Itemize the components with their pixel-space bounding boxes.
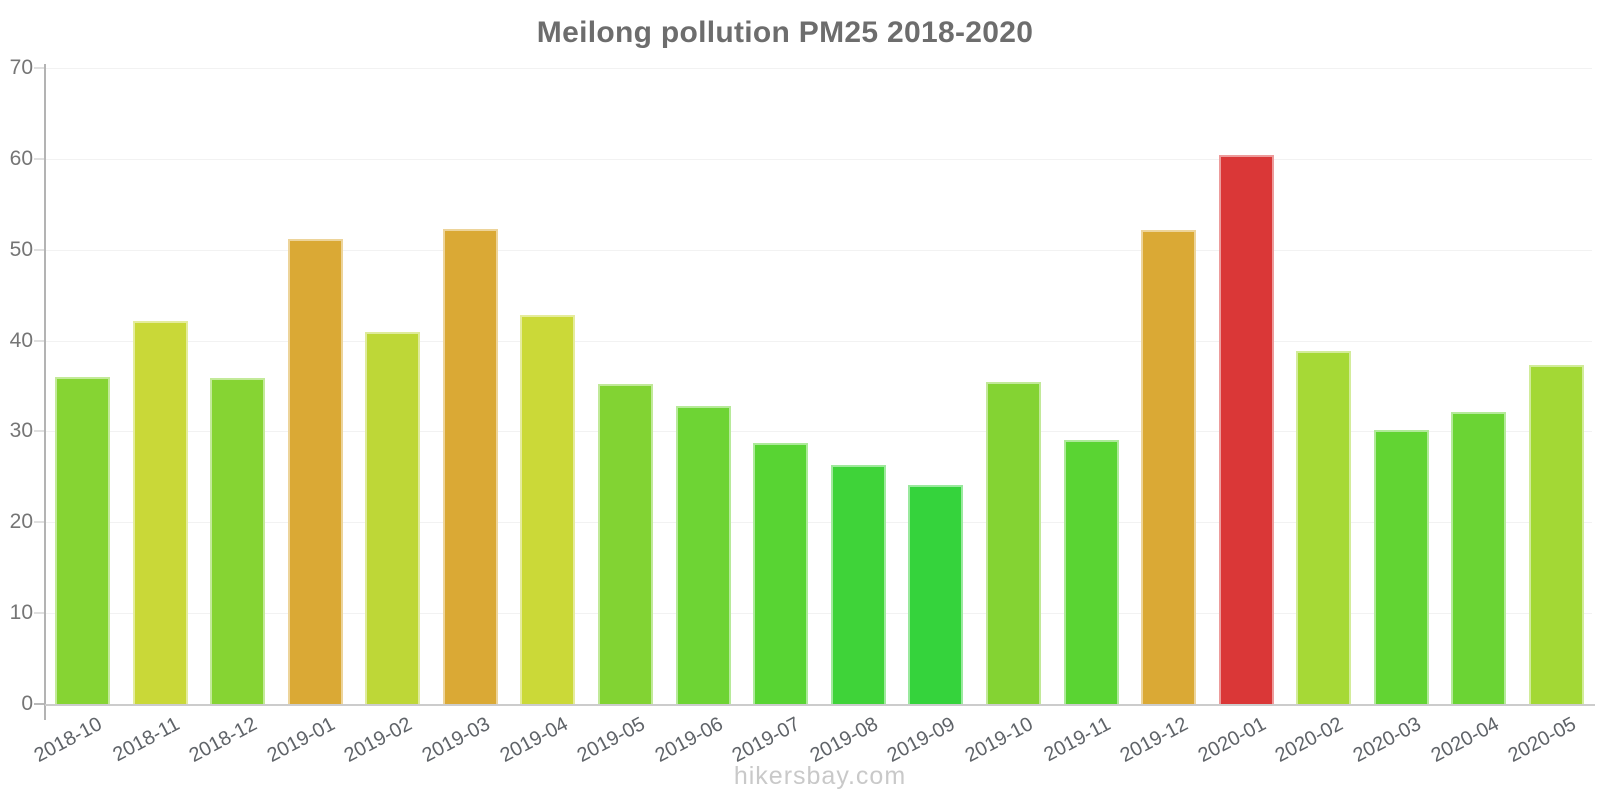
- bar-2019-05[interactable]: [598, 384, 654, 704]
- y-tick-60: [34, 157, 44, 160]
- x-tick-label-2019-03: 2019-03: [418, 713, 494, 767]
- y-tick-70: [34, 67, 44, 69]
- y-tick-0: [34, 703, 44, 705]
- gridline-10: [46, 613, 1592, 615]
- bar-2019-02[interactable]: [365, 331, 421, 704]
- y-tick-label-70: 70: [9, 56, 33, 79]
- gridline-60: [46, 158, 1592, 160]
- gridline-20: [46, 522, 1592, 524]
- y-tick-label-60: 60: [9, 146, 33, 170]
- bar-2018-11[interactable]: [132, 320, 188, 704]
- bar-2019-03[interactable]: [442, 228, 498, 704]
- y-tick-20: [34, 521, 44, 524]
- x-tick-label-2019-11: 2019-11: [1040, 713, 1115, 767]
- bar-2019-07[interactable]: [753, 443, 809, 704]
- y-tick-30: [34, 430, 44, 433]
- x-tick-label-2018-10: 2018-10: [30, 713, 106, 767]
- x-tick-label-2018-12: 2018-12: [185, 713, 262, 767]
- bar-2018-12[interactable]: [210, 377, 266, 704]
- x-tick-label-2019-08: 2019-08: [806, 713, 882, 767]
- gridline-40: [46, 340, 1592, 342]
- bar-2018-10[interactable]: [55, 376, 110, 704]
- y-tick-50: [34, 248, 44, 251]
- gridline-70: [46, 68, 1592, 69]
- x-tick-label-2019-12: 2019-12: [1116, 713, 1192, 767]
- bar-2019-11[interactable]: [1063, 439, 1119, 704]
- y-tick-10: [34, 612, 44, 615]
- x-tick-label-2019-10: 2019-10: [961, 713, 1037, 767]
- y-tick-label-0: 0: [21, 692, 33, 715]
- x-tick-label-2020-02: 2020-02: [1271, 713, 1348, 767]
- x-tick-label-2020-03: 2020-03: [1349, 713, 1425, 767]
- x-tick-label-2020-04: 2020-04: [1427, 713, 1503, 767]
- chart-title: Meilong pollution PM25 2018-2020: [536, 16, 1034, 49]
- y-tick-label-10: 10: [9, 601, 33, 625]
- gridline-30: [46, 431, 1592, 433]
- x-tick-label-2018-11: 2018-11: [109, 713, 184, 767]
- x-tick-label-2020-01: 2020-01: [1194, 713, 1270, 767]
- bar-2019-08[interactable]: [830, 465, 886, 704]
- y-tick-label-50: 50: [9, 237, 33, 261]
- bars: [55, 68, 1584, 704]
- bar-2020-02[interactable]: [1296, 351, 1352, 704]
- y-tick-label-40: 40: [9, 328, 33, 352]
- y-axis-line: [44, 64, 46, 720]
- bar-2020-01[interactable]: [1218, 155, 1274, 704]
- bar-2019-06[interactable]: [675, 406, 731, 704]
- y-tick-40: [34, 339, 44, 342]
- x-tick-label-2019-06: 2019-06: [651, 713, 727, 767]
- bar-2019-09[interactable]: [908, 485, 964, 704]
- y-tick-label-30: 30: [9, 419, 33, 443]
- x-tick-label-2020-05: 2020-05: [1504, 713, 1580, 767]
- bar-2020-04[interactable]: [1451, 412, 1507, 704]
- x-axis-baseline: [45, 704, 1595, 706]
- x-tick-label-2019-09: 2019-09: [884, 713, 960, 767]
- y-tick-label-20: 20: [9, 510, 33, 534]
- bar-2020-05[interactable]: [1528, 365, 1584, 704]
- bar-2019-04[interactable]: [520, 315, 576, 704]
- gridline-50: [46, 249, 1592, 251]
- x-tick-label-2019-05: 2019-05: [573, 713, 649, 767]
- bar-2019-10[interactable]: [985, 382, 1041, 704]
- bar-2019-12[interactable]: [1141, 229, 1197, 704]
- x-tick-label-2019-04: 2019-04: [496, 713, 572, 767]
- x-tick-label-2019-01: 2019-01: [263, 713, 339, 767]
- x-tick-label-2019-02: 2019-02: [341, 713, 417, 767]
- bar-2020-03[interactable]: [1373, 429, 1429, 704]
- footer-watermark: hikersbay.com: [733, 762, 907, 790]
- bar-2019-01[interactable]: [287, 238, 343, 704]
- x-tick-label-2019-07: 2019-07: [728, 713, 805, 767]
